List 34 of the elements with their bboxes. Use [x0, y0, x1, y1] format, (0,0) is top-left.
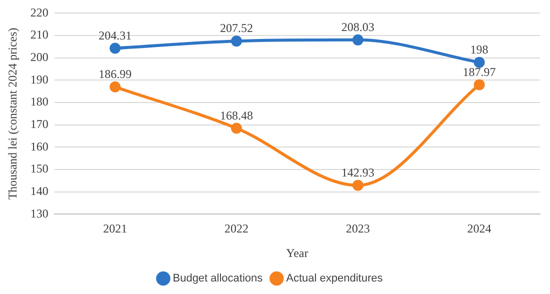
y-tick-label: 220 — [30, 5, 48, 20]
point — [231, 122, 242, 134]
x-tick-label: 2024 — [467, 222, 492, 236]
y-tick-label: 200 — [30, 50, 48, 64]
point — [231, 36, 242, 47]
data-label: 142.93 — [341, 165, 374, 180]
data-label: 186.99 — [98, 67, 132, 82]
y-tick-label: 210 — [30, 28, 48, 42]
x-tick-label: 2022 — [224, 222, 248, 236]
data-label: 208.03 — [341, 20, 374, 34]
y-tick-label: 180 — [30, 94, 48, 109]
data-label: 168.48 — [220, 108, 253, 122]
point — [110, 81, 121, 92]
x-tick-label: 2023 — [346, 222, 370, 236]
x-tick-label: 2021 — [103, 222, 128, 236]
data-label: 204.31 — [98, 28, 132, 42]
point — [352, 34, 364, 46]
data-label: 187.97 — [462, 64, 496, 79]
y-axis-title: Thousand lei (constant 2024 prices) — [5, 28, 20, 200]
y-tick-label: 150 — [30, 162, 48, 176]
y-tick-label: 130 — [30, 206, 48, 220]
data-label: 198 — [470, 42, 488, 56]
y-tick-label: 160 — [30, 139, 48, 154]
point — [352, 180, 364, 191]
point — [474, 79, 485, 90]
y-tick-label: 140 — [30, 184, 48, 198]
data-label: 207.52 — [220, 21, 253, 36]
x-axis-title: Year — [286, 246, 308, 260]
point — [110, 42, 121, 54]
legend-label: Budget allocations — [172, 272, 264, 285]
y-tick-label: 190 — [30, 72, 48, 86]
y-tick-label: 170 — [30, 117, 48, 132]
legend-label: Actual expenditures — [286, 272, 384, 285]
point — [474, 56, 485, 68]
